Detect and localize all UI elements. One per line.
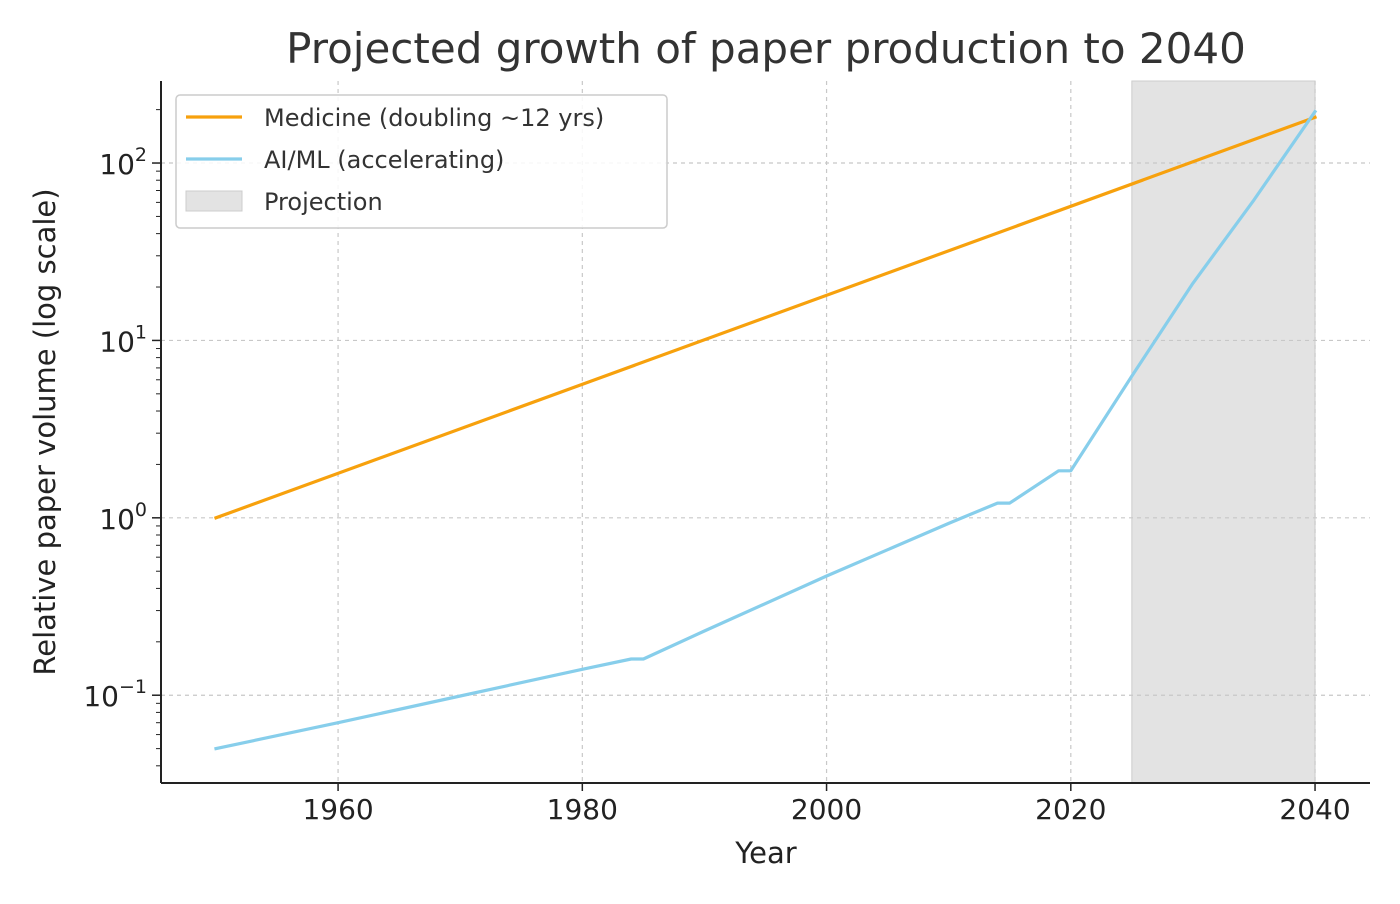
x-tick-label-1960: 1960 (302, 793, 373, 826)
legend-swatch-projection (185, 190, 243, 212)
legend-label-0: Medicine (doubling ~12 yrs) (264, 104, 604, 132)
chart-title: Projected growth of paper production to … (286, 24, 1246, 73)
legend-label-1: AI/ML (accelerating) (264, 146, 504, 174)
legend-box (175, 94, 668, 229)
x-tick-label-2040: 2040 (1279, 793, 1350, 826)
series-line-0 (213, 115, 1318, 520)
y-tick-label-0: 10−1 (83, 676, 147, 713)
series-line-1 (214, 109, 1318, 751)
y-axis-label: Relative paper volume (log scale) (28, 188, 62, 675)
x-tick-label-1980: 1980 (547, 793, 618, 826)
projection-band (1131, 80, 1316, 784)
x-tick-label-2020: 2020 (1035, 793, 1106, 826)
x-tick-label-2000: 2000 (791, 793, 862, 826)
plot-area: 1960 1980 2000 2020 2040 10−1 100 101 102 (83, 80, 1370, 826)
legend: Medicine (doubling ~12 yrs) AI/ML (accele… (175, 94, 668, 229)
y-tick-label-3: 102 (99, 144, 147, 181)
y-tick-label-1: 100 (99, 499, 147, 536)
y-tick-label-2: 101 (99, 321, 147, 358)
legend-label-projection: Projection (264, 188, 383, 216)
x-axis-label: Year (734, 836, 796, 870)
